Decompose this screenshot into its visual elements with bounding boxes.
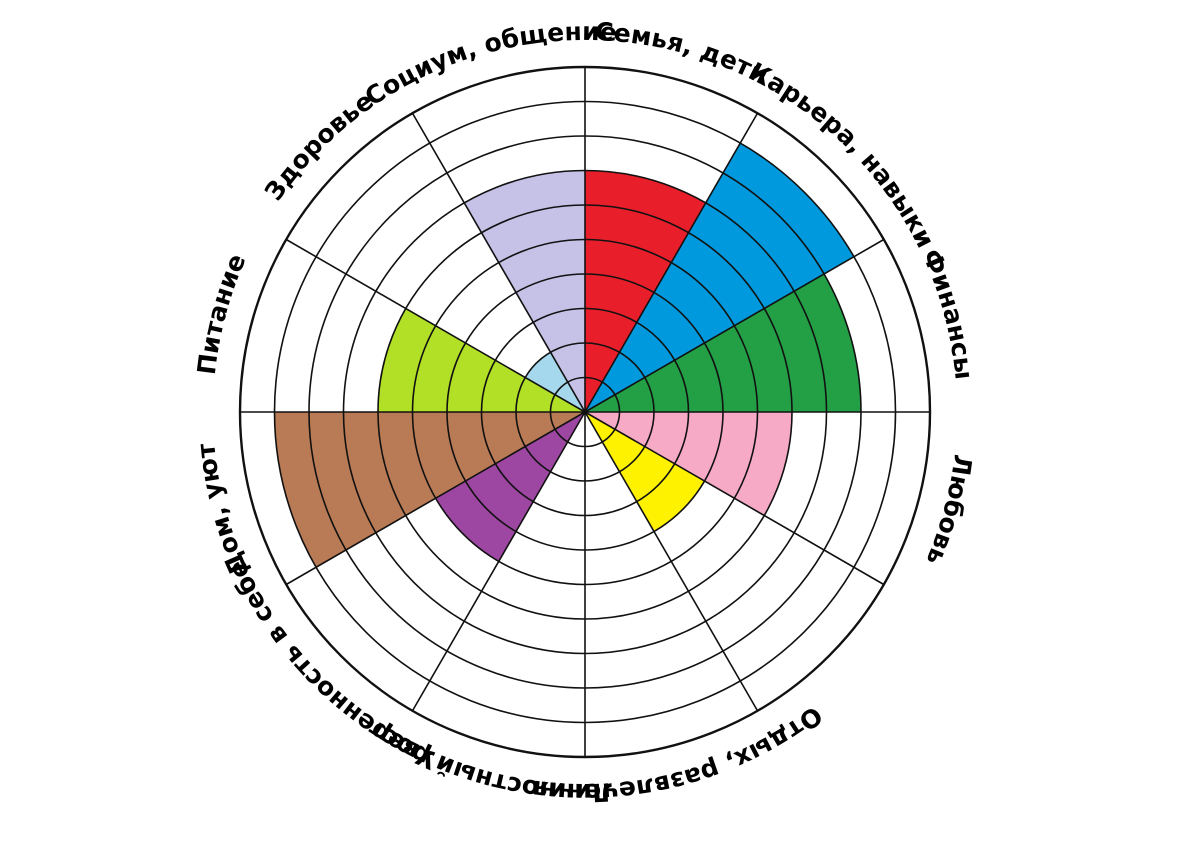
- segment-fill-10: [525, 352, 585, 412]
- segment-fill-1: [585, 143, 854, 412]
- segment-fill-7: [435, 412, 585, 562]
- divider-2: [584, 238, 885, 413]
- segment-fill-4: [585, 412, 705, 532]
- segment-dividers: [240, 67, 930, 757]
- segment-fill-3: [585, 412, 792, 516]
- segment-fills: [274, 143, 861, 568]
- segment-fill-11: [464, 170, 585, 412]
- divider-1: [584, 112, 759, 413]
- label-family: Семья, дети: [594, 17, 773, 90]
- label-health: Здоровье: [259, 86, 379, 206]
- label-love: Любовь: [920, 453, 977, 570]
- label-self-confidence: Уверенность в себе: [222, 556, 441, 775]
- divider-11: [411, 112, 586, 413]
- label-society: Социум, общение: [360, 17, 618, 112]
- segment-fill-9: [378, 308, 585, 412]
- segment-fill-2: [585, 274, 861, 412]
- divider-5: [584, 411, 759, 712]
- segment-fill-8: [274, 412, 585, 568]
- divider-10: [285, 238, 586, 413]
- divider-4: [584, 411, 885, 586]
- divider-8: [285, 411, 586, 586]
- divider-7: [411, 411, 586, 712]
- label-nutrition: Питание: [192, 249, 252, 376]
- segment-fill-0: [585, 170, 706, 412]
